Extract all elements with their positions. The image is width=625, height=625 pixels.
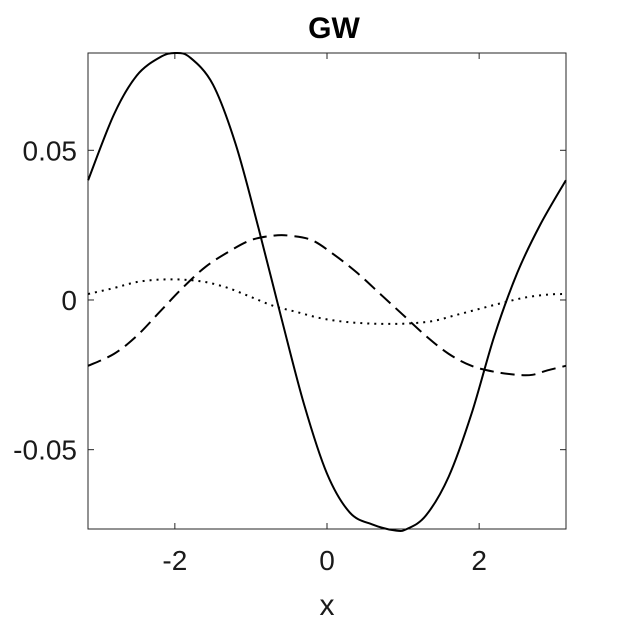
y-tick-label: 0.05 [23,135,78,166]
x-axis-label: x [320,589,335,622]
plot-area-frame [87,52,567,530]
y-tick-label: 0 [61,285,77,316]
x-tick-label: 2 [471,545,487,576]
x-tick-label: -2 [162,545,187,576]
chart-title: GW [308,12,360,45]
series-layer [87,51,567,533]
y-tick-label: -0.05 [13,435,77,466]
series-line-solid [87,51,567,533]
x-tick-label: 0 [319,545,335,576]
series-line-dashed [87,234,567,377]
series-line-dotted [87,278,566,325]
tick-labels-layer: -2 0 2 -0.05 0 0.05 [13,135,487,576]
